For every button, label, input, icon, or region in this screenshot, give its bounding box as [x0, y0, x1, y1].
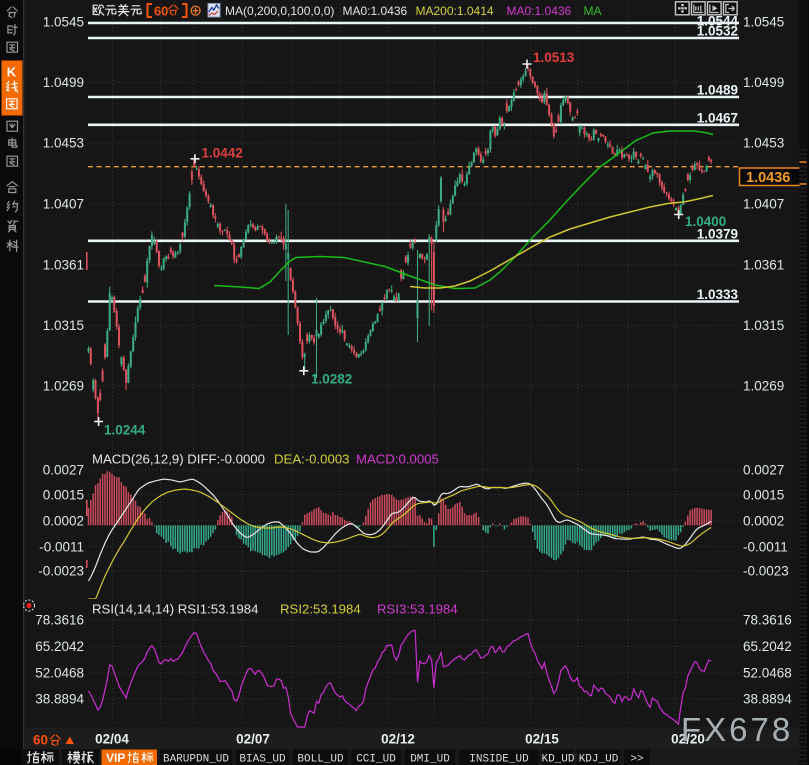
svg-text:MA(0,200,0,100,0,0): MA(0,200,0,100,0,0): [225, 4, 334, 18]
svg-text:RSI3:53.1984: RSI3:53.1984: [377, 602, 458, 617]
svg-text:1.0282: 1.0282: [311, 372, 352, 387]
svg-text:1.0532: 1.0532: [697, 24, 738, 39]
svg-text:02/15: 02/15: [525, 732, 559, 747]
svg-text:1.0269: 1.0269: [743, 379, 784, 394]
svg-text:INSIDE_UD: INSIDE_UD: [469, 754, 529, 765]
svg-text:60: 60: [33, 733, 48, 748]
svg-text:1.0361: 1.0361: [743, 257, 784, 272]
svg-text:DMI_UD: DMI_UD: [410, 754, 450, 765]
svg-text:-0.0023: -0.0023: [743, 564, 789, 579]
svg-text:1.0499: 1.0499: [743, 75, 784, 90]
svg-text:1.0244: 1.0244: [104, 423, 146, 438]
svg-text:MA0:1.0436: MA0:1.0436: [343, 4, 408, 18]
svg-text:0.0015: 0.0015: [43, 487, 84, 502]
svg-text:0.0002: 0.0002: [43, 514, 84, 529]
svg-text:60: 60: [154, 3, 168, 18]
svg-text:52.0468: 52.0468: [35, 666, 84, 681]
svg-text:1.0545: 1.0545: [43, 15, 84, 30]
svg-text:1.0315: 1.0315: [743, 318, 784, 333]
svg-text:0.0002: 0.0002: [743, 514, 784, 529]
svg-text:BARUPDN_UD: BARUPDN_UD: [163, 754, 229, 765]
svg-text:0.0027: 0.0027: [43, 463, 84, 478]
svg-text:MACD(26,12,9) DIFF:-0.0000: MACD(26,12,9) DIFF:-0.0000: [92, 452, 265, 467]
svg-text:1.0453: 1.0453: [43, 136, 84, 151]
svg-text:1.0453: 1.0453: [743, 136, 784, 151]
svg-text:1.0400: 1.0400: [685, 214, 726, 229]
svg-text:65.2042: 65.2042: [35, 639, 84, 654]
svg-text:1.0545: 1.0545: [743, 15, 784, 30]
svg-text:02/20: 02/20: [671, 732, 705, 747]
svg-text:BOLL_UD: BOLL_UD: [297, 754, 344, 765]
svg-text:0.0027: 0.0027: [743, 463, 784, 478]
svg-text:K: K: [7, 65, 17, 80]
svg-text:78.3616: 78.3616: [743, 613, 792, 628]
svg-text:MA200:1.0414: MA200:1.0414: [416, 4, 494, 18]
svg-text:1.0467: 1.0467: [697, 110, 738, 125]
svg-text:65.2042: 65.2042: [743, 639, 792, 654]
svg-text:1.0407: 1.0407: [43, 197, 84, 212]
svg-text:52.0468: 52.0468: [743, 666, 792, 681]
svg-text:RSI(14,14,14) RSI1:53.1984: RSI(14,14,14) RSI1:53.1984: [92, 602, 258, 617]
svg-text:1.0544: 1.0544: [697, 14, 739, 29]
svg-text:-0.0011: -0.0011: [39, 539, 84, 554]
svg-text:38.8894: 38.8894: [743, 692, 792, 707]
svg-text:1.0499: 1.0499: [43, 75, 84, 90]
svg-text:1.0489: 1.0489: [697, 83, 738, 98]
svg-text:-0.0011: -0.0011: [743, 539, 788, 554]
svg-text:DEA:-0.0003: DEA:-0.0003: [274, 452, 350, 467]
svg-text:1.0315: 1.0315: [43, 318, 84, 333]
svg-text:MACD:0.0005: MACD:0.0005: [356, 452, 439, 467]
svg-text:1.0407: 1.0407: [743, 197, 784, 212]
svg-text:38.8894: 38.8894: [35, 692, 84, 707]
svg-text:MA: MA: [584, 4, 602, 18]
svg-text:1.0436: 1.0436: [746, 170, 790, 186]
svg-text:VIP: VIP: [106, 751, 125, 765]
svg-text:BIAS_UD: BIAS_UD: [239, 754, 286, 765]
svg-text:KDJ_UD: KDJ_UD: [579, 754, 619, 765]
svg-text:MA0:1.0436: MA0:1.0436: [507, 4, 572, 18]
svg-text:1.0333: 1.0333: [697, 287, 739, 302]
svg-text:KD_UD: KD_UD: [541, 754, 574, 765]
svg-text:RSI2:53.1984: RSI2:53.1984: [280, 602, 361, 617]
svg-text:02/07: 02/07: [236, 732, 270, 747]
svg-text:1.0361: 1.0361: [43, 257, 84, 272]
svg-text:0.0015: 0.0015: [743, 487, 784, 502]
svg-text:02/12: 02/12: [381, 732, 415, 747]
svg-text:CCI_UD: CCI_UD: [356, 754, 396, 765]
svg-text:>>: >>: [630, 754, 643, 765]
svg-text:1.0379: 1.0379: [697, 226, 738, 241]
svg-text:1.0269: 1.0269: [43, 379, 84, 394]
svg-text:1.0513: 1.0513: [533, 50, 575, 65]
svg-text:-0.0023: -0.0023: [38, 564, 84, 579]
svg-text:78.3616: 78.3616: [35, 613, 84, 628]
svg-text:02/04: 02/04: [95, 732, 129, 747]
svg-text:1.0442: 1.0442: [202, 146, 243, 161]
svg-text:FX678: FX678: [681, 711, 793, 748]
